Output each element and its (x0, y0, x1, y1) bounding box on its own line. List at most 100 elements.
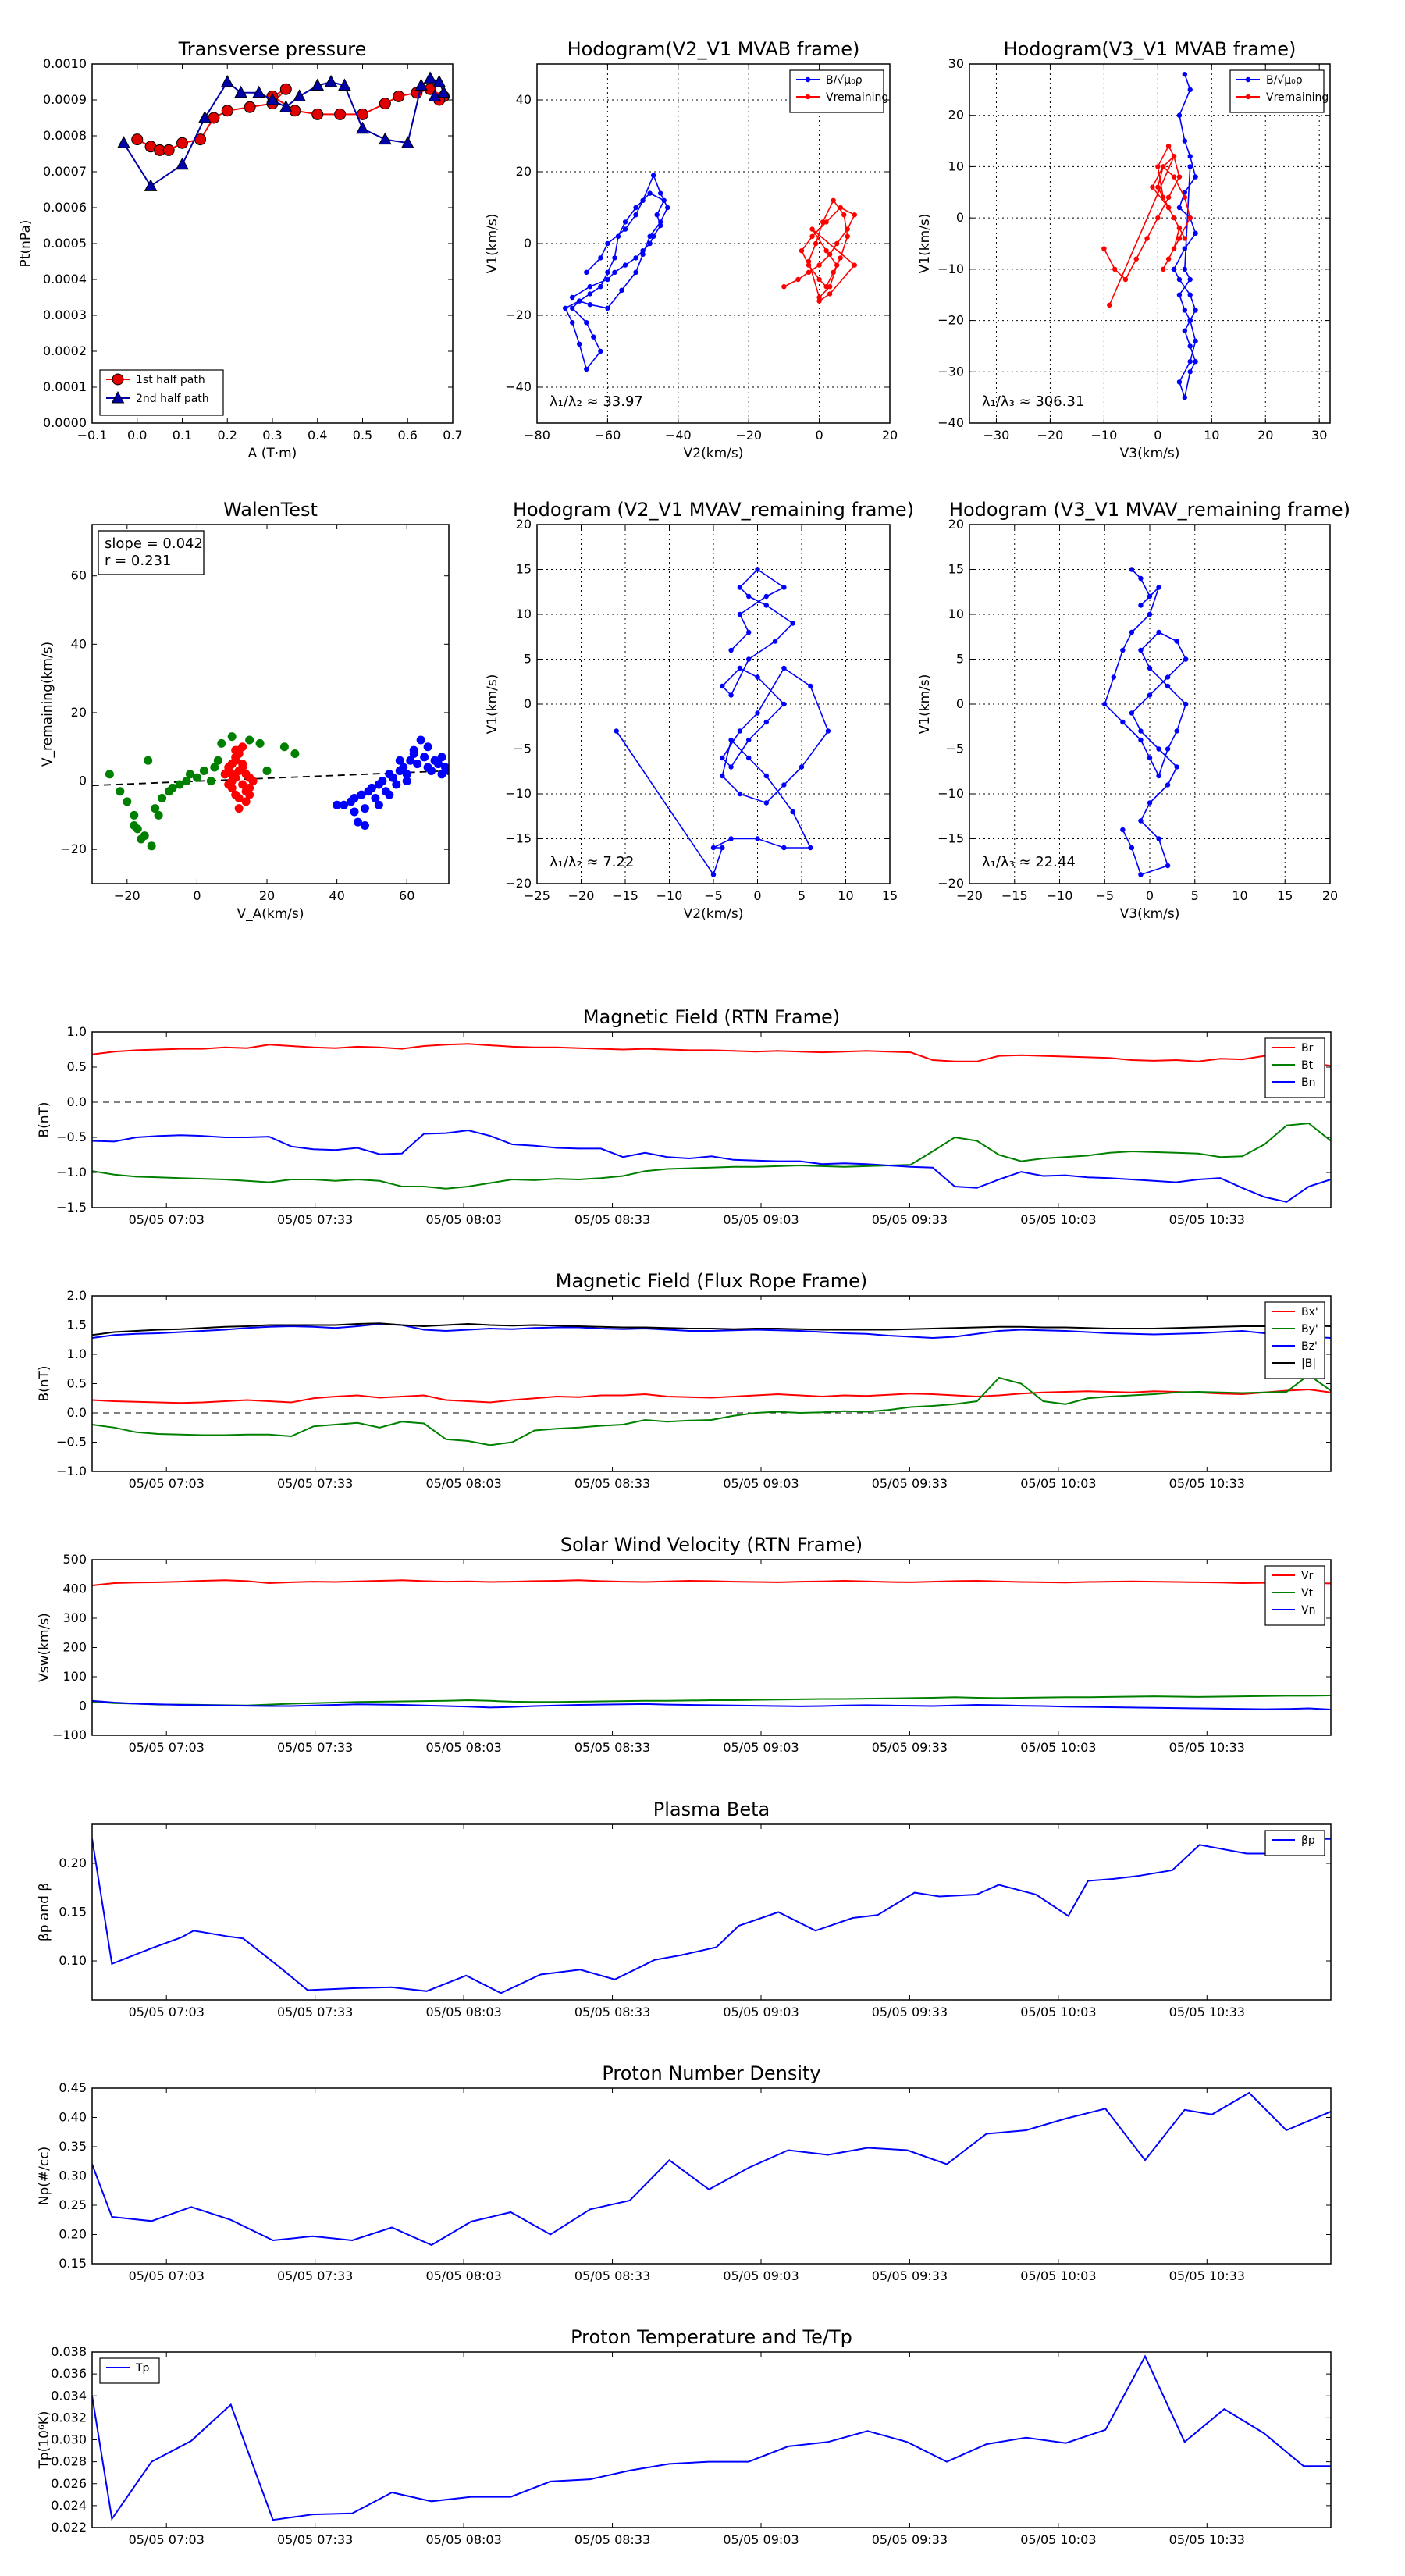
x-tick-label: 5 (798, 888, 806, 903)
y-tick-label: 0.0006 (43, 200, 87, 215)
data-point (827, 291, 833, 297)
data-point (1101, 246, 1107, 251)
scatter-point (231, 773, 240, 782)
data-point (176, 157, 189, 170)
plot-frame (91, 1295, 1332, 1472)
data-point (1165, 143, 1172, 149)
scatter-point (137, 834, 146, 844)
series-line-2 (92, 1129, 1331, 1203)
legend-label: 2nd half path (136, 393, 209, 405)
x-tick-label: 0 (1146, 888, 1154, 903)
y-tick-label: −10 (937, 262, 964, 276)
y-tick-label: 0.15 (59, 2256, 87, 2271)
scatter-point (245, 783, 254, 792)
scatter-point (385, 790, 394, 799)
y-tick-label: 0.30 (59, 2169, 87, 2183)
data-point (1107, 302, 1112, 308)
data-point (737, 585, 743, 590)
x-tick-label: 05/05 07:33 (277, 2005, 353, 2019)
y-tick-label: 0.0001 (43, 379, 87, 394)
scatter-point (213, 756, 222, 765)
data-point (1187, 358, 1193, 365)
scatter-point (224, 766, 233, 775)
scatter-point (262, 766, 272, 775)
data-point (755, 567, 760, 572)
data-point (823, 284, 829, 290)
x-tick-label: −10 (656, 888, 683, 903)
data-point (763, 773, 769, 779)
data-point (1187, 318, 1193, 323)
x-tick-label: −5 (1095, 888, 1114, 903)
y-axis-label: B(nT) (37, 1365, 52, 1401)
data-point (252, 85, 266, 98)
data-point (1171, 266, 1177, 272)
data-point (658, 190, 663, 196)
scatter-point (217, 738, 226, 748)
data-point (1193, 230, 1198, 237)
scatter-point (116, 787, 125, 796)
x-tick-label: 05/05 10:03 (1020, 1740, 1096, 1755)
data-point (619, 287, 624, 293)
data-point (279, 83, 292, 95)
data-point (710, 845, 717, 851)
data-point (658, 219, 663, 225)
scatter-point (158, 793, 167, 802)
chart-title: Plasma Beta (653, 1799, 770, 1820)
chart-h3: Hodogram (V2_V1 MVAV_remaining frame) V2(… (485, 499, 914, 922)
data-point (633, 212, 638, 218)
data-point (162, 144, 175, 156)
y-tick-label: 0.0010 (43, 56, 87, 71)
y-tick-label: 0.030 (51, 2432, 87, 2447)
data-point (728, 737, 734, 743)
data-point (622, 219, 628, 225)
data-point (1171, 174, 1177, 180)
scatter-point (206, 777, 215, 786)
scatter-point (290, 749, 300, 759)
data-point (1182, 266, 1188, 272)
y-tick-label: 0.0007 (43, 164, 87, 179)
chart-title: Hodogram(V2_V1 MVAB frame) (567, 38, 860, 60)
data-point (1182, 308, 1188, 313)
scatter-point (350, 807, 359, 817)
x-tick-label: 05/05 10:33 (1169, 2532, 1245, 2547)
y-tick-label: 0.5 (67, 1059, 87, 1074)
scatter-point (333, 800, 342, 809)
y-tick-label: 0.028 (51, 2454, 87, 2469)
data-point (1182, 138, 1188, 144)
data-point (661, 197, 667, 203)
x-tick-label: 05/05 08:03 (425, 1476, 501, 1491)
legend-label: |B| (1301, 1357, 1316, 1370)
y-tick-label: −5 (513, 742, 532, 756)
data-point (1165, 782, 1171, 788)
scatter-point (185, 770, 194, 779)
data-point (1150, 184, 1155, 190)
x-tick-label: 05/05 10:03 (1020, 2268, 1096, 2283)
x-tick-label: 15 (882, 888, 898, 903)
scatter-point (354, 817, 363, 827)
data-point (650, 173, 656, 178)
series-line-2 (92, 1699, 1331, 1710)
y-tick-label: 0.5 (67, 1376, 87, 1391)
legend-label: βp (1301, 1834, 1315, 1847)
scatter-point (392, 780, 401, 789)
y-tick-label: 0.0000 (43, 415, 87, 430)
data-point (1187, 292, 1193, 297)
y-tick-label: −20 (937, 876, 964, 891)
scatter-point (151, 804, 160, 813)
x-tick-label: −10 (1091, 428, 1118, 443)
series-line-0 (137, 88, 446, 151)
data-point (591, 334, 596, 340)
data-point (244, 101, 256, 113)
data-point (570, 294, 575, 301)
data-point (605, 269, 610, 275)
x-tick-label: −15 (1001, 888, 1028, 903)
x-tick-label: 05/05 09:03 (723, 1740, 799, 1755)
x-tick-label: 05/05 09:03 (723, 2532, 799, 2547)
scatter-point (437, 770, 446, 779)
data-point (1176, 236, 1183, 241)
data-point (1147, 692, 1153, 698)
data-point (1193, 358, 1198, 365)
data-point (1176, 112, 1183, 118)
data-point (1187, 87, 1193, 93)
plot-frame (536, 63, 891, 424)
